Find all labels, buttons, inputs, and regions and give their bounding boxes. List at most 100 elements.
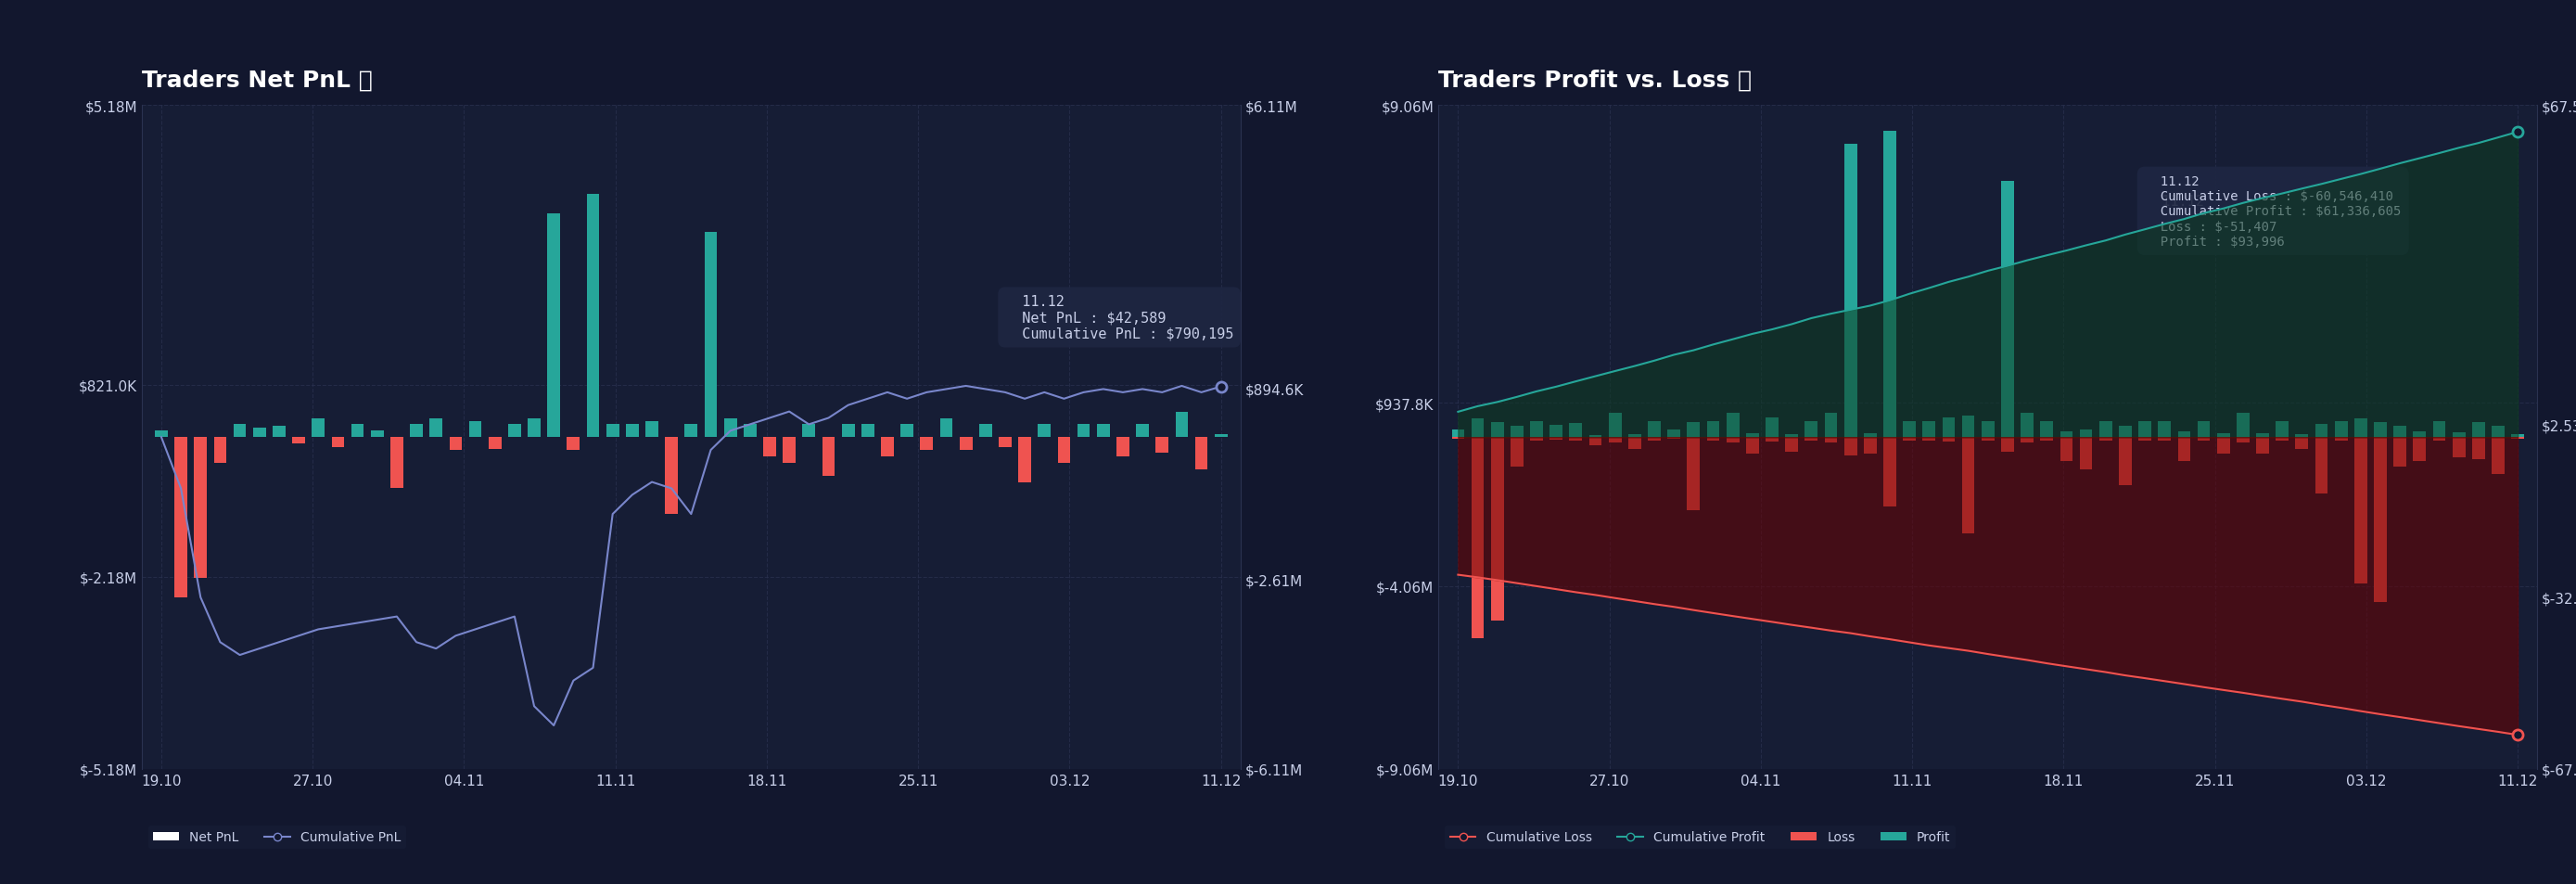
Bar	[1883, 438, 1896, 507]
Bar	[2354, 438, 2367, 584]
Text: 11.12: 11.12	[2146, 194, 2205, 209]
Bar	[567, 438, 580, 450]
Bar	[1628, 435, 1641, 438]
Bar	[2512, 434, 2524, 438]
Bar	[665, 438, 677, 514]
Bar	[685, 425, 698, 438]
Bar	[252, 428, 265, 438]
Bar	[2334, 422, 2347, 438]
Bar	[1963, 415, 1976, 438]
Bar	[2236, 438, 2249, 443]
Bar	[2316, 425, 2329, 438]
Bar	[1824, 438, 1837, 443]
Bar	[2197, 422, 2210, 438]
Bar	[1510, 438, 1522, 467]
Bar	[2473, 438, 2486, 460]
Bar	[2393, 427, 2406, 438]
Bar	[1687, 438, 1700, 511]
Bar	[1865, 434, 1875, 438]
Bar	[1922, 438, 1935, 441]
Bar	[804, 425, 814, 438]
Bar	[392, 438, 404, 489]
Bar	[1708, 438, 1721, 441]
Text: 11.12
  Cumulative Loss : $-60,546,410
  Cumulative Profit : $61,336,605
  Loss : 11.12 Cumulative Loss : $-60,546,410 Cum…	[2146, 175, 2401, 248]
Bar	[2159, 422, 2172, 438]
Bar	[1510, 427, 1522, 438]
Bar	[430, 418, 443, 438]
Bar	[1667, 430, 1680, 438]
Bar	[2002, 438, 2014, 453]
Bar	[1904, 438, 1917, 441]
Bar	[1963, 438, 1976, 534]
Bar	[2275, 422, 2287, 438]
Bar	[2138, 422, 2151, 438]
Bar	[1747, 434, 1759, 438]
Bar	[2218, 434, 2231, 438]
Bar	[1726, 414, 1739, 438]
Bar	[1649, 438, 1662, 441]
Bar	[1747, 438, 1759, 453]
Bar	[2316, 438, 2329, 494]
Bar	[350, 425, 363, 438]
Bar	[1551, 425, 1564, 438]
Bar	[744, 425, 757, 438]
Bar	[2414, 438, 2427, 461]
Bar	[1765, 438, 1777, 442]
Bar	[175, 438, 188, 598]
Bar	[1589, 436, 1602, 438]
Bar	[2491, 427, 2504, 438]
Bar	[1806, 422, 1819, 438]
Bar	[1471, 419, 1484, 438]
Bar	[1195, 438, 1208, 469]
Bar	[1589, 438, 1602, 446]
Bar	[2040, 422, 2053, 438]
Bar	[2177, 432, 2190, 438]
Bar	[1530, 438, 1543, 441]
Bar	[1883, 132, 1896, 438]
Bar	[2002, 181, 2014, 438]
Bar	[1981, 422, 1994, 438]
Bar	[860, 425, 873, 438]
Bar	[1471, 438, 1484, 639]
Bar	[1569, 438, 1582, 441]
Bar	[1726, 438, 1739, 443]
Bar	[1097, 425, 1110, 438]
Bar	[2512, 438, 2524, 439]
Bar	[587, 194, 600, 438]
Bar	[1765, 417, 1777, 438]
Bar	[2159, 438, 2172, 441]
Bar	[1216, 435, 1226, 438]
Bar	[528, 418, 541, 438]
Bar	[1981, 438, 1994, 441]
Bar	[1453, 430, 1463, 438]
Bar	[1492, 423, 1504, 438]
Bar	[2257, 438, 2269, 453]
Text: Traders Profit vs. Loss ⤵: Traders Profit vs. Loss ⤵	[1437, 69, 1752, 91]
Bar	[1628, 438, 1641, 450]
Bar	[902, 425, 914, 438]
Bar	[1942, 417, 1955, 438]
Bar	[2375, 423, 2388, 438]
Bar	[2257, 434, 2269, 438]
Bar	[291, 438, 304, 444]
Bar	[1530, 422, 1543, 438]
Bar	[1708, 422, 1721, 438]
Bar	[1865, 438, 1875, 453]
Bar	[2452, 438, 2465, 458]
Bar	[1649, 422, 1662, 438]
Bar	[881, 438, 894, 457]
Bar	[2177, 438, 2190, 461]
Bar	[1824, 414, 1837, 438]
Bar	[1687, 423, 1700, 438]
Bar	[2491, 438, 2504, 474]
Legend: Net PnL, Cumulative PnL: Net PnL, Cumulative PnL	[147, 826, 407, 849]
Bar	[647, 422, 659, 438]
Bar	[332, 438, 345, 447]
Bar	[2354, 419, 2367, 438]
Bar	[2040, 438, 2053, 441]
Bar	[1115, 438, 1128, 457]
Bar	[1136, 425, 1149, 438]
Bar	[2452, 433, 2465, 438]
Bar	[549, 214, 559, 438]
Bar	[2120, 427, 2130, 438]
